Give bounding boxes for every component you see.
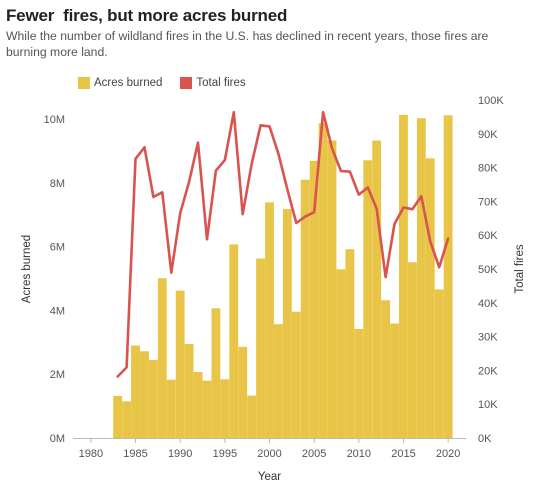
bar-2007[interactable]	[327, 140, 337, 439]
bar-1990[interactable]	[175, 290, 185, 438]
bar-2006[interactable]	[318, 123, 328, 439]
y-right-tick-label-90K: 90K	[478, 129, 498, 141]
y-right-tick-label-70K: 70K	[478, 196, 498, 208]
bar-1999[interactable]	[256, 258, 265, 438]
y-right-tick-label-60K: 60K	[478, 230, 498, 242]
bar-2005[interactable]	[309, 160, 319, 438]
bar-2001[interactable]	[274, 324, 283, 438]
bar-2018[interactable]	[425, 158, 435, 438]
y-right-tick-label-100K: 100K	[478, 95, 504, 107]
y-left-tick-label-10M: 10M	[44, 114, 65, 126]
legend: Acres burned Total fires	[78, 77, 264, 89]
bar-1997[interactable]	[238, 346, 248, 438]
legend-swatch-fires	[180, 77, 193, 89]
y-right-tick-label-40K: 40K	[478, 298, 498, 310]
y-right-tick-label-30K: 30K	[478, 332, 498, 344]
y-right-tick-label-10K: 10K	[478, 399, 498, 411]
bar-2014[interactable]	[390, 323, 399, 438]
legend-label-fires: Total fires	[196, 77, 246, 89]
bar-1992[interactable]	[193, 371, 203, 438]
x-tick-label-2015: 2015	[391, 448, 415, 460]
y-right-tick-label-0K: 0K	[478, 433, 492, 445]
bar-1986[interactable]	[140, 351, 149, 438]
bar-1998[interactable]	[247, 395, 257, 438]
x-tick-label-2000: 2000	[257, 448, 281, 460]
y-axis-right: 0K 10K 20K 30K 40K 50K 60K 70K 80K 90K 100K	[478, 95, 504, 445]
bar-1994[interactable]	[211, 308, 221, 438]
y-left-tick-label-0M: 0M	[50, 433, 65, 445]
bar-1991[interactable]	[184, 343, 194, 438]
y-right-tick-label-20K: 20K	[478, 365, 498, 377]
line-total-fires[interactable]	[116, 110, 450, 378]
bar-1988[interactable]	[157, 278, 167, 438]
bar-2002[interactable]	[282, 209, 292, 438]
legend-label-acres: Acres burned	[94, 77, 163, 89]
bar-2020[interactable]	[443, 115, 453, 438]
bar-1984[interactable]	[122, 401, 132, 438]
bar-2013[interactable]	[381, 300, 391, 438]
y-axis-left-title: Acres burned	[21, 235, 33, 303]
x-tick-label-2005: 2005	[302, 448, 326, 460]
y-right-tick-label-50K: 50K	[478, 264, 498, 276]
bar-2008[interactable]	[336, 269, 346, 438]
x-axis-title: Year	[258, 471, 281, 483]
bar-2019[interactable]	[434, 289, 444, 438]
x-tick-label-2020: 2020	[436, 448, 460, 460]
legend-swatch-acres	[78, 77, 90, 89]
bar-1996[interactable]	[229, 244, 239, 438]
legend-item-fires[interactable]: Total fires	[180, 77, 246, 89]
chart-title: Fewer fires, but more acres burned	[6, 6, 288, 25]
bar-1983[interactable]	[113, 395, 123, 438]
bar-2003[interactable]	[291, 311, 301, 438]
bar-1985[interactable]	[131, 345, 140, 438]
legend-item-acres[interactable]: Acres burned	[78, 77, 162, 89]
bar-1989[interactable]	[166, 379, 176, 438]
x-tick-label-1985: 1985	[123, 448, 147, 460]
bar-2016[interactable]	[407, 262, 417, 438]
x-tick-label-1995: 1995	[213, 448, 237, 460]
bar-2012[interactable]	[372, 140, 382, 439]
bar-2000[interactable]	[265, 202, 274, 438]
x-tick-label-1980: 1980	[79, 448, 103, 460]
bar-2009[interactable]	[345, 249, 355, 438]
y-right-tick-label-80K: 80K	[478, 163, 498, 175]
bar-series-acres-burned	[113, 114, 453, 439]
bar-2015[interactable]	[399, 114, 408, 439]
y-left-tick-label-8M: 8M	[50, 178, 65, 190]
bar-2011[interactable]	[363, 160, 373, 438]
x-tick-label-2010: 2010	[347, 448, 371, 460]
bar-1995[interactable]	[220, 379, 230, 438]
chart-subtitle: While the number of wildland fires in th…	[6, 29, 489, 59]
bar-2004[interactable]	[300, 179, 310, 438]
y-axis-left: 0M 2M 4M 6M 8M 10M	[44, 114, 65, 445]
y-axis-right-title: Total fires	[514, 244, 526, 293]
bar-2010[interactable]	[354, 328, 364, 438]
y-left-tick-label-2M: 2M	[50, 369, 65, 381]
line-series-total-fires	[116, 110, 450, 378]
y-left-tick-label-6M: 6M	[50, 242, 65, 254]
y-left-tick-label-4M: 4M	[50, 305, 65, 317]
bar-1987[interactable]	[148, 359, 158, 438]
bar-2017[interactable]	[416, 118, 426, 438]
bar-1993[interactable]	[202, 380, 212, 438]
x-tick-label-1990: 1990	[168, 448, 192, 460]
x-axis: 1980 1985 1990 1995 2000 2005 2010 2015 2020	[73, 438, 466, 460]
